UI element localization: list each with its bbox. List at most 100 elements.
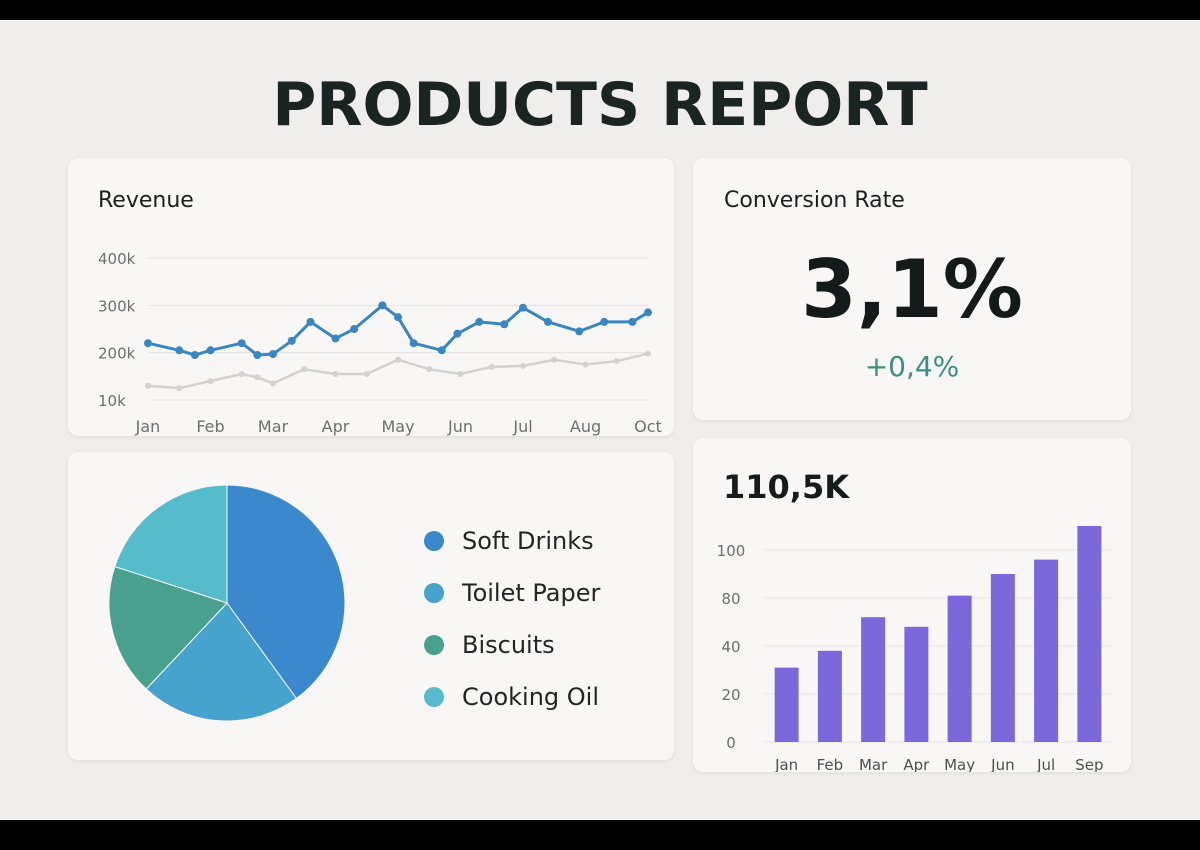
- revenue-line-chart: 10k 200k 300k 400k Jan Feb Mar Apr May Jun Jul Aug O…: [98, 250, 662, 436]
- x-tick-label: May: [381, 417, 414, 436]
- revenue-point: [519, 303, 527, 312]
- revenue-point: [500, 320, 509, 329]
- bar: [1034, 559, 1059, 742]
- legend-swatch: [424, 583, 444, 603]
- baseline-point: [645, 350, 651, 357]
- baseline-point: [488, 363, 495, 370]
- pie-card: Soft Drinks Toilet Paper Biscuits Cooking O…: [68, 452, 674, 760]
- revenue-title: Revenue: [98, 188, 194, 213]
- bar-card: 110,5K 0 20 40 80 100 Jan Feb Mar Apr May Jun Jul Se…: [693, 438, 1131, 772]
- legend-item: Soft Drinks: [424, 526, 594, 556]
- y-tick-label: 300k: [98, 297, 136, 315]
- y-tick-label: 10k: [98, 392, 126, 410]
- product-pie-chart: [108, 484, 346, 722]
- baseline-point: [551, 356, 558, 363]
- revenue-point: [409, 339, 418, 348]
- revenue-point: [628, 317, 637, 326]
- baseline-point: [395, 356, 401, 363]
- bar: [947, 595, 972, 742]
- pie-slice-biscuits: [108, 565, 228, 690]
- baseline-point: [582, 361, 589, 368]
- page-title: PRODUCTS REPORT: [272, 70, 928, 140]
- baseline-point: [176, 385, 183, 392]
- revenue-point: [378, 301, 387, 310]
- baseline-point: [613, 358, 620, 365]
- bar-total: 110,5K: [723, 468, 850, 506]
- legend-item: Biscuits: [424, 630, 555, 660]
- baseline-point: [363, 370, 370, 377]
- legend-swatch: [424, 635, 444, 655]
- revenue-point: [253, 351, 262, 360]
- legend-swatch: [424, 687, 444, 707]
- baseline-point: [301, 366, 308, 373]
- legend-label: Cooking Oil: [462, 683, 599, 711]
- x-tick-label: Apr: [903, 756, 930, 772]
- revenue-series-line: [147, 303, 649, 357]
- revenue-point: [350, 325, 359, 333]
- y-tick-label: 80: [721, 590, 740, 608]
- revenue-point: [644, 308, 652, 317]
- x-tick-label: May: [944, 756, 975, 772]
- baseline-point: [520, 362, 526, 369]
- x-tick-label: Jul: [1036, 756, 1055, 772]
- bar: [1077, 526, 1102, 742]
- conversion-title: Conversion Rate: [724, 188, 905, 213]
- x-tick-label: Aug: [570, 417, 601, 436]
- legend-label: Soft Drinks: [462, 527, 594, 555]
- bar: [904, 626, 929, 742]
- y-tick-label: 40: [721, 638, 740, 656]
- revenue-point: [331, 334, 340, 343]
- revenue-point: [475, 317, 484, 326]
- x-tick-label: Feb: [196, 417, 224, 436]
- revenue-point: [600, 317, 609, 326]
- y-tick-label: 20: [721, 686, 740, 704]
- revenue-point: [175, 346, 184, 355]
- conversion-card: Conversion Rate 3,1% +0,4%: [693, 158, 1131, 420]
- pie-slice-cooking-oil: [114, 484, 228, 604]
- revenue-point: [575, 327, 584, 336]
- baseline-point: [145, 382, 151, 389]
- revenue-card: Revenue 10k 200k 300k 400k Jan Feb Mar Apr May Ju…: [68, 158, 674, 436]
- revenue-point: [394, 313, 402, 322]
- x-tick-label: Jun: [990, 756, 1014, 772]
- x-tick-label: Sep: [1075, 756, 1103, 772]
- bar: [817, 650, 842, 742]
- revenue-point: [237, 339, 246, 348]
- x-tick-label: Jan: [774, 756, 798, 772]
- pie-slice-toilet-paper: [145, 602, 298, 722]
- revenue-point: [437, 346, 446, 355]
- x-tick-label: Jan: [135, 417, 161, 436]
- baseline-series-line: [147, 352, 649, 390]
- revenue-point: [269, 350, 277, 359]
- x-tick-label: Mar: [859, 756, 888, 772]
- bar: [861, 617, 886, 742]
- revenue-point: [453, 329, 462, 338]
- revenue-point: [190, 351, 199, 360]
- conversion-delta: +0,4%: [864, 350, 960, 383]
- revenue-point: [544, 317, 552, 326]
- bar: [990, 574, 1015, 742]
- y-tick-label: 400k: [98, 250, 136, 268]
- revenue-point: [144, 339, 152, 348]
- revenue-point: [206, 346, 215, 355]
- revenue-point: [287, 336, 296, 345]
- y-tick-label: 0: [726, 734, 736, 752]
- baseline-point: [254, 374, 261, 381]
- baseline-point: [332, 370, 339, 377]
- legend-item: Cooking Oil: [424, 682, 599, 712]
- x-tick-label: Apr: [322, 417, 350, 436]
- x-tick-label: Jul: [512, 417, 532, 436]
- y-tick-label: 200k: [98, 345, 136, 363]
- x-tick-label: Mar: [258, 417, 289, 436]
- baseline-point: [426, 366, 433, 373]
- bar: [774, 667, 799, 742]
- report-page: PRODUCTS REPORT Revenue 10k 200k 300k 400k J…: [0, 20, 1200, 820]
- baseline-point: [457, 370, 464, 377]
- x-tick-label: Feb: [817, 756, 844, 772]
- legend-item: Toilet Paper: [424, 578, 600, 608]
- baseline-point: [270, 380, 276, 387]
- x-tick-label: Jun: [447, 417, 473, 436]
- legend-swatch: [424, 531, 444, 551]
- baseline-point: [238, 370, 245, 377]
- legend-label: Toilet Paper: [462, 579, 601, 607]
